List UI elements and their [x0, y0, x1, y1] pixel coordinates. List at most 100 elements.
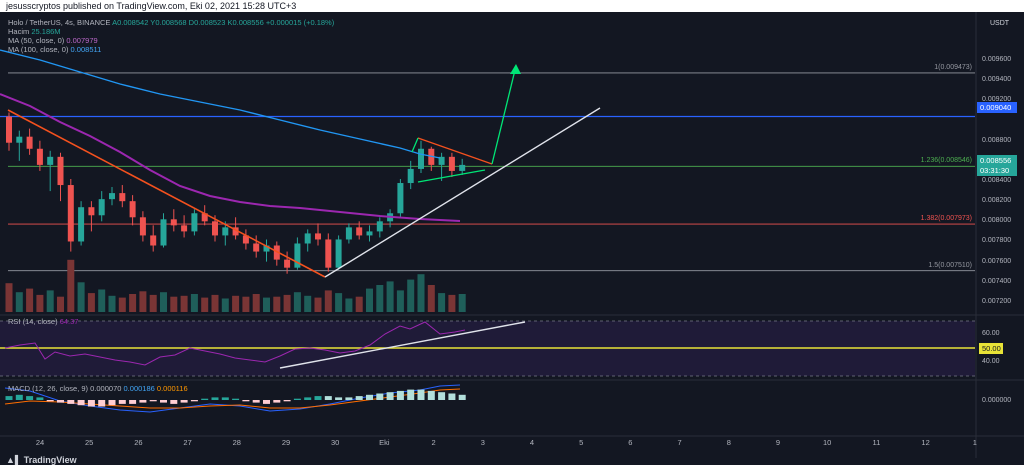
candle-body — [36, 148, 43, 165]
candle-body — [448, 156, 455, 171]
volume-bar — [118, 297, 126, 312]
macd-histogram-bar — [5, 396, 13, 400]
price-tick: 0.009200 — [982, 96, 1012, 104]
volume-bar — [221, 298, 229, 312]
volume-bar — [67, 259, 75, 312]
rsi-value: 64.37 — [59, 317, 79, 326]
macd-value-2: 0.000186 — [123, 384, 155, 393]
candle-body — [201, 213, 208, 222]
time-tick: 8 — [726, 438, 731, 447]
fib-label: 1.382(0.007973) — [920, 215, 972, 223]
candle-body — [181, 225, 188, 232]
candle-body — [253, 243, 260, 252]
time-tick: 28 — [232, 438, 241, 447]
candle-body — [47, 156, 54, 165]
price-tick: 0.008200 — [982, 197, 1012, 205]
volume-bar — [190, 294, 198, 312]
volume-bar — [376, 285, 384, 312]
macd-histogram-bar — [26, 396, 34, 400]
fib-label: 1.236(0.008546) — [920, 157, 972, 165]
ohlc-values: A0.008542 Y0.008568 D0.008523 K0.008556 … — [112, 18, 335, 27]
macd-histogram-bar — [407, 389, 415, 400]
volume-bar — [355, 296, 363, 312]
macd-histogram-bar — [304, 397, 312, 400]
volume-bar — [314, 297, 322, 312]
price-tick: 0.007800 — [982, 237, 1012, 245]
candle-body — [273, 245, 280, 260]
volume-bar — [304, 295, 312, 312]
legend-ma100-row: MA (100, close, 0) 0.008511 — [8, 45, 101, 54]
fib-label: 1(0.009473) — [934, 63, 972, 71]
time-tick: 25 — [85, 438, 94, 447]
legend-symbol-row: Holo / TetherUS, 4s, BINANCE A0.008542 Y… — [8, 18, 334, 27]
volume-bar — [139, 291, 147, 312]
price-tick: 0.007200 — [982, 297, 1012, 305]
rsi-label: RSI (14, close) — [8, 317, 58, 326]
fib-label: 1.5(0.007510) — [928, 261, 972, 269]
volume-bar — [324, 290, 332, 312]
macd-histogram-bar — [108, 400, 116, 406]
macd-tick-zero: 0.000000 — [982, 397, 1012, 404]
time-tick: 6 — [628, 438, 633, 447]
price-tick: 0.008400 — [982, 177, 1012, 184]
macd-histogram-bar — [139, 400, 147, 403]
candle-body — [160, 219, 167, 246]
projection-arrow — [491, 65, 517, 165]
candle-body — [438, 156, 445, 165]
volume-bar — [438, 293, 446, 312]
chart-area[interactable]: Holo / TetherUS, 4s, BINANCE A0.008542 Y… — [0, 12, 1024, 465]
ma50-value: 0.007979 — [66, 36, 98, 45]
candle-body — [284, 259, 291, 268]
rsi-line — [4, 321, 466, 366]
macd-histogram-bar — [67, 400, 75, 404]
macd-histogram-bar — [170, 400, 178, 404]
macd-value-3: 0.000116 — [156, 384, 188, 393]
macd-histogram-bar — [293, 398, 301, 400]
macd-histogram-bar — [438, 392, 446, 400]
candle-body — [98, 199, 105, 216]
macd-histogram-bar — [87, 400, 95, 407]
price-tick: 0.007400 — [982, 277, 1012, 285]
candle-body — [356, 227, 363, 236]
volume-bar — [407, 279, 415, 312]
tradingview-logo: ▲▌ TradingView — [6, 455, 77, 465]
volume-bar — [77, 282, 85, 312]
pennant-upper — [417, 137, 493, 165]
candle-body — [242, 235, 249, 244]
volume-bar — [242, 296, 250, 312]
volume-bar — [345, 298, 353, 312]
volume-label: Hacim — [8, 27, 30, 36]
volume-bar — [273, 296, 281, 312]
macd-histogram-bar — [396, 390, 404, 400]
time-tick: 26 — [134, 438, 143, 447]
candle-body — [16, 136, 23, 143]
current-price-box: 0.008556 — [977, 155, 1017, 166]
candle-body — [170, 219, 177, 226]
rsi-trendline — [279, 321, 526, 369]
volume-bar — [15, 292, 23, 312]
time-tick: 29 — [281, 438, 291, 447]
candle-body — [78, 207, 85, 242]
candle-body — [212, 221, 218, 236]
macd-histogram-bar — [221, 397, 229, 400]
candle-body — [129, 201, 136, 218]
candle-body — [109, 193, 115, 200]
macd-histogram-bar — [448, 393, 456, 400]
volume-bar — [386, 281, 394, 312]
macd-histogram-bar — [355, 396, 363, 400]
price-chart[interactable] — [0, 12, 1024, 458]
legend-volume-row: Hacim 25.186M — [8, 27, 61, 36]
macd-histogram-bar — [324, 396, 332, 400]
candle-body — [325, 239, 332, 268]
volume-bar — [26, 288, 34, 312]
ma-100-line — [0, 49, 441, 159]
time-tick: Eki — [379, 438, 390, 447]
volume-bar — [293, 292, 301, 312]
macd-label: MACD (12, 26, close, 9) — [8, 384, 89, 393]
candle-body — [294, 243, 301, 268]
candle-body — [407, 168, 414, 184]
volume-bar — [149, 294, 157, 312]
macd-histogram-bar — [376, 393, 384, 400]
price-tick: 0.009600 — [982, 56, 1012, 64]
candle-body — [376, 221, 383, 232]
